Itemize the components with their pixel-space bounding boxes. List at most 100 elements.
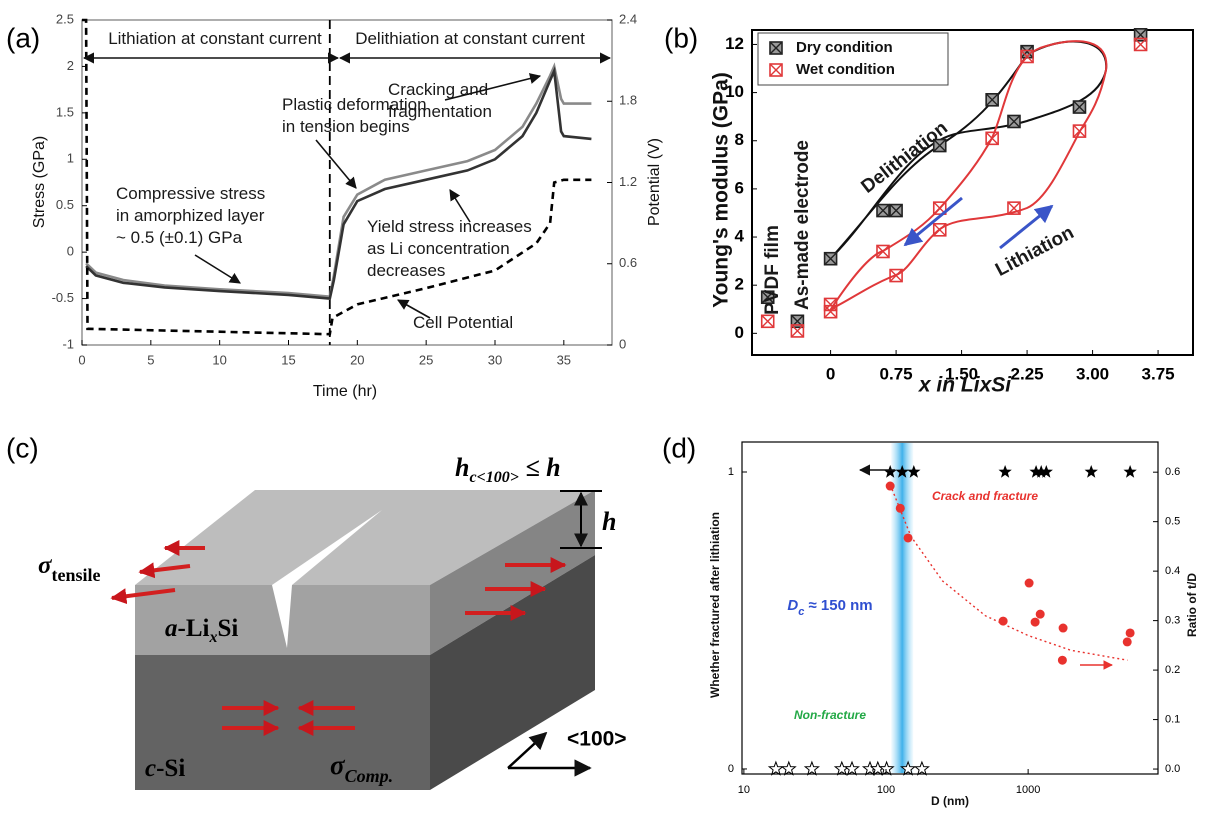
annotation: PVDF film: [762, 225, 783, 315]
marker-circle: [1122, 637, 1132, 647]
data-point: [889, 268, 903, 283]
annotation: Cell Potential: [413, 313, 513, 332]
y2-axis-label: Ratio of t/D: [1185, 573, 1199, 637]
y-tick-label: 6: [735, 178, 744, 197]
data-point: [1007, 201, 1021, 215]
data-point: [1035, 609, 1045, 619]
y-tick-label: 0: [728, 763, 734, 775]
panel-label: (a): [6, 22, 40, 53]
thickness-condition: hc<100> ≤ h: [455, 453, 561, 486]
marker-circle: [1058, 623, 1068, 633]
marker-cross: [985, 131, 999, 145]
marker-circle: [1035, 609, 1045, 619]
marker-star: [1084, 465, 1098, 478]
thickness-symbol: h: [602, 507, 616, 536]
data-point: [889, 203, 903, 218]
symbol: σ: [38, 552, 53, 579]
x-tick-label: 15: [281, 352, 295, 367]
marker-circle: [1030, 617, 1040, 627]
trend-loop: [828, 40, 1108, 312]
y2-tick-label: 1.2: [619, 174, 637, 189]
subscript: Comp.: [345, 766, 394, 786]
text: -Si: [156, 755, 185, 782]
y2-tick-label: 1.8: [619, 93, 637, 108]
marker-star: [1034, 465, 1048, 478]
marker-cross: [889, 269, 903, 283]
plot-frame: [81, 19, 613, 346]
data-point: [1007, 114, 1021, 129]
top-face: [135, 490, 595, 585]
x-tick-label: 20: [350, 352, 364, 367]
annotation: Dc ≈ 150 nm: [787, 597, 872, 618]
marker-cross: [1072, 124, 1086, 138]
x-tick-label: 5: [147, 352, 154, 367]
annotation: As-made electrode: [792, 140, 813, 310]
y-tick-label: 2.5: [56, 11, 74, 26]
annotation-text: D: [787, 597, 798, 614]
marker-circle: [998, 616, 1008, 626]
legend-label: Dry condition: [796, 39, 893, 56]
data-point: [1072, 100, 1087, 114]
annotation: Yield stress increases as Li concentratio…: [367, 217, 532, 280]
data-point: [903, 533, 913, 543]
annotation-line: Compressive stress: [116, 184, 265, 203]
data-point: [823, 304, 838, 319]
x-tick-label: 1000: [1016, 784, 1040, 796]
x-tick-label: 10: [738, 784, 750, 796]
marker-cross: [1072, 100, 1086, 114]
marker-cross: [876, 204, 890, 218]
layer-label: a-LixSi: [165, 615, 238, 646]
y2-tick-label: 0.3: [1165, 615, 1180, 627]
thickness-bracket: [560, 490, 602, 549]
x-axis-label: Time (hr): [313, 383, 377, 400]
marker-cross: [1007, 114, 1021, 128]
marker-cross: [824, 252, 838, 266]
marker-circle: [1057, 655, 1067, 665]
annotation-line: Cell Potential: [413, 313, 513, 332]
data-point: [767, 760, 784, 776]
y-tick-label: -1: [62, 336, 74, 351]
x-tick-label: 30: [488, 352, 502, 367]
marker-cross: [790, 324, 804, 338]
annotation-line: Cracking and: [388, 80, 488, 99]
marker-cross: [1020, 49, 1034, 63]
marker-box: [1133, 37, 1148, 52]
y-tick-label: 4: [735, 227, 745, 246]
series-line: [85, 66, 592, 300]
marker-cross: [761, 290, 775, 304]
data-point: [913, 760, 930, 776]
x-tick-label: 35: [557, 352, 571, 367]
marker-box: [823, 304, 838, 319]
axis-arrow: [507, 731, 548, 769]
data-point: [878, 760, 895, 776]
marker-cross: [1007, 201, 1021, 215]
annotation-line: Lithiation: [992, 222, 1077, 281]
data-point: [780, 760, 797, 776]
annotation-line: in tension begins: [282, 117, 410, 136]
marker-star: [900, 760, 917, 776]
symbol: ≤ h: [519, 453, 561, 482]
annotation-line: Plastic deformation: [282, 95, 427, 114]
y-tick-label: 10: [725, 82, 744, 101]
stress-arrows: [110, 540, 567, 736]
arrow: [138, 562, 191, 579]
subscript: x: [208, 629, 217, 646]
y-tick-label: 1: [67, 151, 74, 166]
y2-tick-label: 0.2: [1165, 664, 1180, 676]
x-tick-label: 2.25: [1011, 364, 1044, 383]
text: c: [145, 755, 156, 782]
data-point: [907, 465, 921, 478]
marker-star: [1123, 465, 1137, 478]
annotation-line: Lithiation at constant current: [108, 29, 322, 48]
marker-star: [767, 760, 784, 776]
annotation-arrow: [315, 139, 357, 189]
marker-star: [780, 760, 797, 776]
data-point: [1058, 623, 1068, 633]
legend-label: Wet condition: [796, 61, 895, 78]
x-axis-label: x in LixSi: [918, 374, 1012, 397]
x-tick-label: 0.75: [880, 364, 913, 383]
x-tick-label: 10: [212, 352, 226, 367]
marker-circle: [903, 533, 913, 543]
annotation-line: ~ 0.5 (±0.1) GPa: [116, 228, 243, 247]
annotation-line: Delithiation at constant current: [355, 29, 585, 48]
